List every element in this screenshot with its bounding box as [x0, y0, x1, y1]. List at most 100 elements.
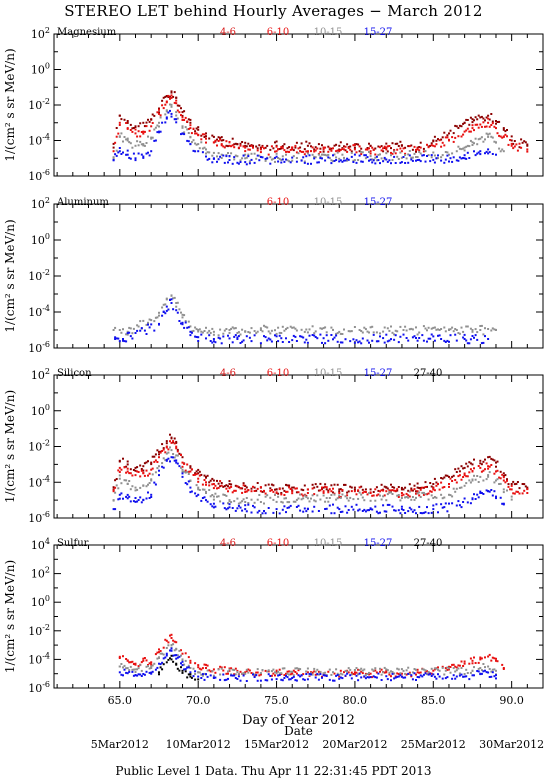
data-point	[223, 679, 226, 682]
data-point	[463, 146, 466, 149]
data-point	[386, 145, 389, 148]
data-point	[236, 678, 239, 680]
data-point	[449, 334, 452, 337]
data-point	[391, 159, 394, 161]
data-point	[194, 335, 197, 338]
data-point	[280, 493, 283, 496]
data-point	[156, 666, 159, 669]
data-point	[487, 671, 490, 674]
data-point	[317, 678, 320, 681]
data-point	[330, 147, 333, 150]
data-point	[123, 118, 126, 121]
data-point	[278, 334, 281, 337]
data-point	[383, 158, 386, 161]
data-point	[244, 144, 247, 147]
y-tick-label: 102	[31, 26, 50, 41]
data-point	[385, 669, 388, 672]
data-point	[165, 117, 168, 120]
data-point	[255, 674, 258, 677]
data-point	[150, 319, 153, 322]
data-point	[217, 486, 220, 489]
data-point	[190, 490, 193, 493]
data-point	[269, 338, 272, 341]
data-point	[416, 492, 419, 495]
data-point	[463, 497, 466, 500]
data-point	[466, 501, 469, 504]
data-point	[484, 335, 486, 338]
data-point	[205, 132, 207, 135]
data-point	[283, 497, 286, 500]
data-point	[330, 494, 333, 496]
data-point	[408, 328, 411, 331]
data-point	[156, 111, 159, 114]
data-point	[455, 504, 458, 507]
data-point	[203, 133, 206, 136]
data-point	[473, 474, 475, 477]
data-point	[264, 325, 267, 328]
data-point	[462, 476, 465, 478]
data-point	[148, 326, 151, 329]
data-point	[418, 487, 421, 489]
data-point	[208, 669, 211, 672]
data-point	[295, 329, 298, 332]
data-point	[324, 153, 327, 156]
data-point	[328, 157, 331, 160]
data-point	[437, 511, 439, 514]
data-point	[239, 333, 242, 336]
data-point	[413, 668, 416, 670]
data-point	[134, 497, 137, 499]
data-point	[114, 141, 117, 144]
data-point	[295, 487, 298, 490]
data-point	[222, 335, 225, 338]
data-point	[225, 678, 228, 681]
data-point	[397, 158, 400, 160]
data-point	[195, 328, 198, 331]
data-point	[237, 331, 240, 334]
data-point	[283, 494, 286, 496]
data-point	[205, 667, 207, 669]
data-point	[346, 497, 349, 500]
data-point	[391, 505, 394, 508]
plot-frame	[53, 544, 544, 689]
data-point	[270, 674, 273, 677]
data-point	[451, 152, 454, 155]
data-point	[333, 144, 336, 147]
data-point	[512, 147, 515, 150]
data-point	[319, 673, 322, 675]
data-point	[473, 150, 475, 153]
data-point	[396, 494, 399, 497]
data-point	[126, 120, 129, 122]
data-point	[205, 326, 207, 329]
data-point	[227, 507, 229, 510]
data-point	[126, 470, 129, 473]
data-point	[167, 457, 170, 460]
data-point	[493, 490, 496, 493]
data-point	[360, 330, 363, 332]
data-point	[117, 337, 120, 340]
data-point	[277, 157, 280, 159]
y-axis-label: 1/(cm² s sr MeV/n)	[3, 48, 17, 161]
data-point	[175, 663, 178, 666]
data-point	[361, 331, 364, 334]
data-point	[338, 160, 341, 163]
data-point	[137, 673, 140, 676]
data-point	[270, 329, 273, 332]
data-point	[415, 492, 417, 495]
data-point	[214, 505, 217, 508]
data-point	[330, 512, 333, 515]
data-point	[322, 148, 325, 151]
data-point	[263, 324, 265, 327]
data-point	[115, 135, 118, 138]
data-point	[209, 332, 212, 334]
data-point	[495, 127, 497, 130]
data-point	[311, 146, 314, 149]
data-point	[180, 666, 182, 669]
data-point	[380, 498, 383, 501]
data-point	[413, 484, 416, 487]
data-point	[368, 676, 370, 679]
data-point	[454, 665, 457, 668]
data-point	[239, 487, 242, 490]
data-point	[371, 494, 374, 497]
data-point	[465, 482, 468, 485]
data-point	[175, 461, 178, 464]
